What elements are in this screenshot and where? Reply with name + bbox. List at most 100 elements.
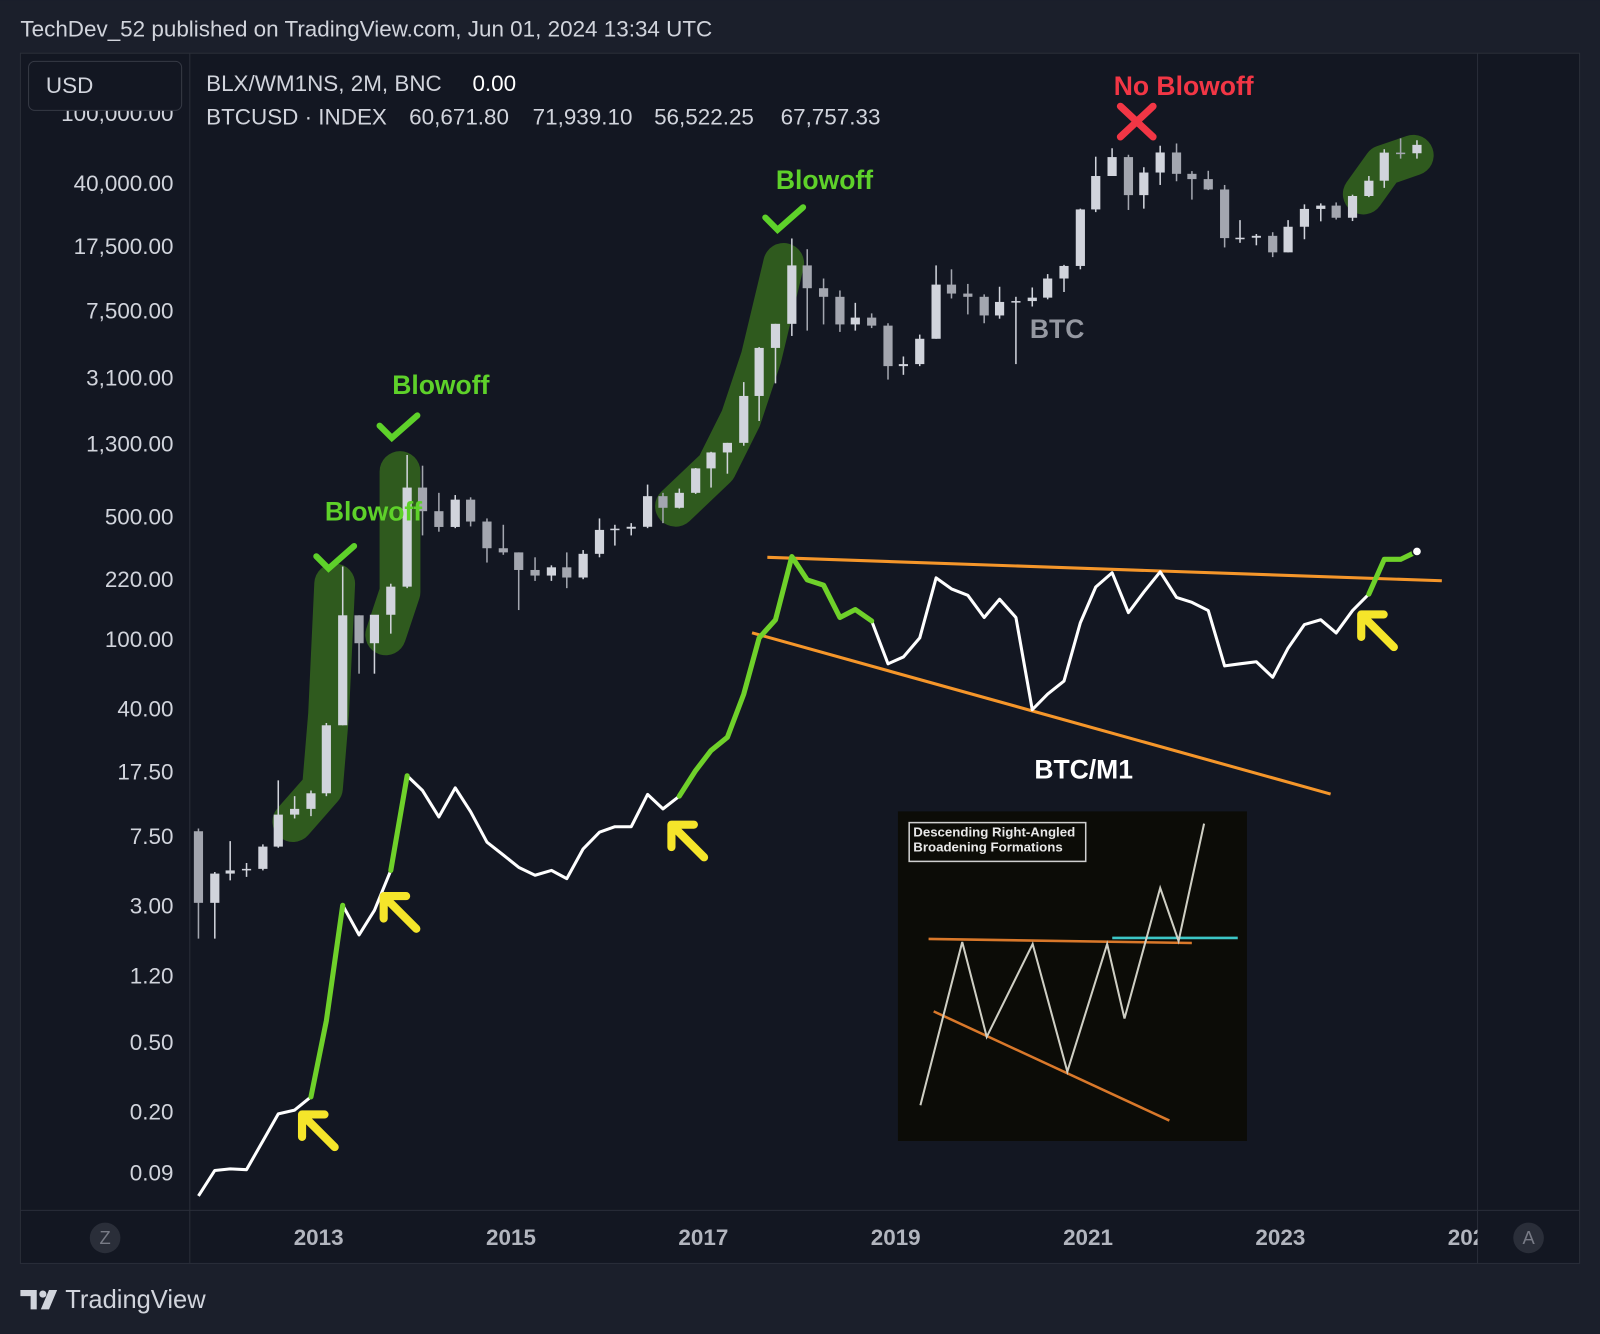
candle-body (963, 293, 973, 297)
checkmarks (313, 204, 807, 573)
candle-body (739, 395, 749, 443)
line-highlight (388, 773, 410, 873)
candle-body (1139, 172, 1149, 196)
candle-body (770, 323, 781, 348)
candle-body (1171, 152, 1182, 174)
chart-pane (19, 52, 1581, 1264)
candle-body (386, 586, 396, 615)
y-tick-label: 500.00 (105, 504, 174, 529)
cross-mark (1116, 102, 1157, 141)
candle-body (369, 614, 380, 644)
published-header: TechDev_52 published on TradingView.com,… (20, 17, 712, 42)
y-tick-label: 1.20 (130, 963, 174, 988)
candle-body (1091, 176, 1101, 210)
candles (193, 138, 1422, 939)
candle-body (931, 284, 941, 339)
y-tick-label: 7,500.00 (86, 298, 173, 323)
arrow (379, 892, 421, 933)
candle-body (1283, 226, 1293, 253)
zoom-label[interactable]: Z (99, 1227, 110, 1248)
inset-title-box (908, 821, 1087, 863)
candle-body (818, 288, 829, 297)
x-tick-label: 2017 (678, 1225, 728, 1250)
annotation: Blowoff (325, 496, 422, 526)
candle-body (1011, 301, 1021, 303)
candle-body (1155, 152, 1165, 173)
candle-body (546, 567, 556, 576)
y-tick-label: 100.00 (105, 627, 174, 652)
candle-body (850, 317, 860, 325)
arrow (667, 820, 709, 862)
inset-title: Broadening Formations (913, 840, 1062, 855)
line-end-point (1411, 546, 1423, 557)
candle-body (306, 793, 316, 809)
candle-body (1235, 237, 1245, 240)
legend-value: 56,522.25 (654, 104, 754, 129)
candle-body (1187, 173, 1197, 180)
candle-body (835, 296, 845, 325)
currency-button[interactable] (28, 60, 183, 111)
y-axis: 100,000.0040,000.0017,500.007,500.003,10… (61, 101, 173, 1185)
candle-body (434, 511, 444, 527)
brand-logo (20, 1289, 58, 1310)
candle-body (946, 284, 957, 294)
candle-body (867, 317, 877, 326)
candle-body (210, 873, 220, 903)
x-tick-label: 2015 (486, 1225, 536, 1250)
inset-zigzag (919, 823, 1206, 1106)
candle-body (193, 831, 204, 903)
candle-body (1107, 157, 1117, 177)
candle-body (1251, 235, 1261, 238)
annotation: No Blowoff (1114, 71, 1254, 101)
candle-body (273, 814, 283, 847)
candle-body (321, 725, 331, 794)
candle-body (1379, 152, 1389, 181)
candle-body (241, 868, 252, 871)
y-tick-label: 40,000.00 (74, 171, 174, 196)
auto-label[interactable]: A (1522, 1227, 1535, 1248)
trendline (767, 555, 1442, 583)
checkmark (376, 412, 421, 443)
candle-body (562, 567, 572, 578)
candle-body (674, 492, 684, 508)
candle-body (610, 528, 620, 531)
line-highlight (308, 902, 346, 1100)
y-tick-label: 0.50 (130, 1030, 174, 1055)
y-tick-label: 17.50 (117, 759, 173, 784)
candle-body (1268, 235, 1278, 253)
candle-body (290, 808, 300, 815)
arrows (297, 610, 1398, 1152)
candle-body (1075, 209, 1085, 266)
candle-body (514, 552, 524, 570)
arrow (297, 1110, 339, 1152)
candle-body (754, 347, 764, 396)
candle-body (915, 338, 925, 365)
x-tick-label: 2019 (871, 1225, 921, 1250)
candle-body (883, 325, 893, 367)
candle-body (1299, 208, 1310, 227)
annotation: Blowoff (776, 165, 873, 195)
line-highlight (1366, 548, 1420, 597)
candle-body (1220, 189, 1230, 239)
currency-label[interactable]: USD (46, 73, 93, 98)
x-tick-label: 2021 (1063, 1225, 1113, 1250)
candle-body (1412, 144, 1422, 154)
ratio-line (197, 546, 1423, 1197)
candle-body (1331, 205, 1341, 218)
candle-body (354, 615, 364, 644)
auto-button[interactable] (1513, 1222, 1544, 1254)
inset-line (933, 1010, 1170, 1122)
candle-body (1396, 152, 1406, 155)
candle-body (1027, 297, 1037, 302)
candle-body (1123, 157, 1134, 196)
candle-body (578, 553, 588, 578)
x-tick-label: 2023 (1255, 1225, 1305, 1250)
zoom-button[interactable] (89, 1222, 121, 1254)
y-tick-label: 1,300.00 (86, 432, 173, 457)
brand-logo-dot (39, 1290, 47, 1298)
y-tick-label: 0.20 (130, 1100, 174, 1125)
candle-body (498, 548, 508, 553)
candle-body (1043, 278, 1053, 298)
